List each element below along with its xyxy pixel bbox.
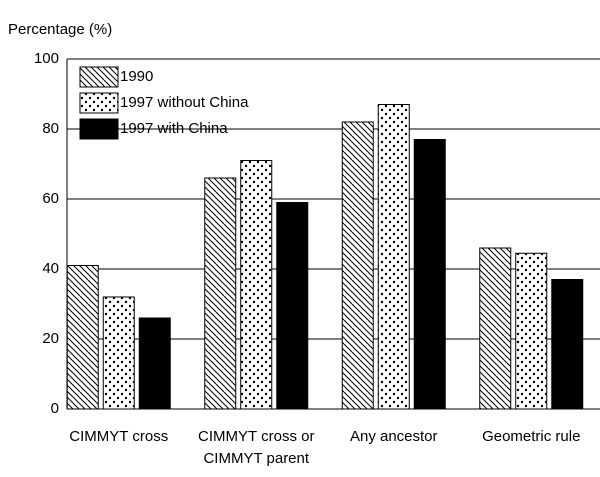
y-tick-label: 100 [34,50,59,67]
bar [240,160,273,410]
bar [102,296,135,410]
bar [377,104,410,410]
legend-swatch [79,92,119,114]
x-tick-label: CIMMYT cross or CIMMYT parent [198,428,314,467]
bar [413,139,446,410]
y-axis-label: Percentage (%) [8,21,112,38]
legend-swatch [79,66,119,88]
x-tick-label: Geometric rule [482,428,580,445]
bar [341,121,374,410]
y-tick-label: 40 [42,260,59,277]
legend-label: 1997 with China [120,120,228,137]
x-tick-label: CIMMYT cross [69,428,168,445]
bar [479,247,512,410]
y-tick-label: 0 [51,400,59,417]
bar [515,252,548,410]
bar [551,279,584,410]
x-tick-label: Any ancestor [350,428,438,445]
legend-label: 1990 [120,68,153,85]
y-tick-label: 80 [42,120,59,137]
bar [276,202,309,410]
y-tick-label: 20 [42,330,59,347]
y-tick-label: 60 [42,190,59,207]
bar [138,317,171,410]
bar [204,177,237,410]
legend-label: 1997 without China [120,94,249,111]
bar [66,265,99,410]
legend-swatch [79,118,119,140]
